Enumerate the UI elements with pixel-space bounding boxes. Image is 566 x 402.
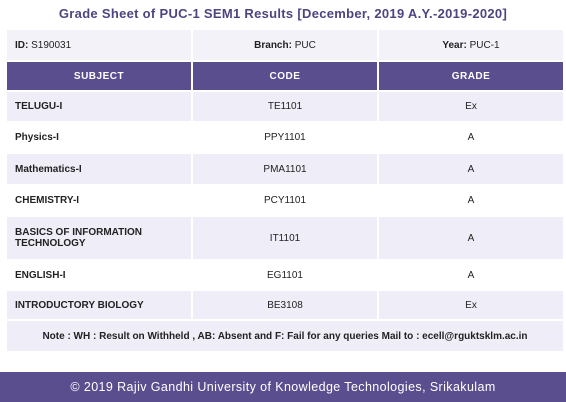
table-cell: CHEMISTRY-I [15, 195, 80, 206]
note-row: Note : WH : Result on Withheld , AB: Abs… [7, 321, 563, 351]
info-label: Year: [442, 39, 467, 51]
table-cell: TELUGU-I [7, 92, 191, 121]
table-row: ENGLISH-I EG1101 A [7, 261, 563, 289]
table-cell: BE3108 [193, 291, 377, 319]
info-label: Branch: [254, 39, 292, 51]
info-value: PUC [294, 39, 316, 51]
table-cell: IT1101 [193, 217, 377, 259]
column-header: SUBJECT [7, 62, 191, 90]
table-cell: EG1101 [267, 269, 303, 281]
table-row: INTRODUCTORY BIOLOGY BE3108 Ex [7, 291, 563, 319]
table-cell: Ex [379, 92, 563, 121]
table-row: Physics-I PPY1101 A [7, 123, 563, 152]
footer: © 2019 Rajiv Gandhi University of Knowle… [0, 372, 566, 402]
table-cell: BASICS OF INFORMATION TECHNOLOGY [7, 217, 191, 259]
note: Note : WH : Result on Withheld , AB: Abs… [7, 321, 563, 351]
table-cell: Mathematics-I [7, 154, 191, 184]
table-cell: Ex [379, 291, 563, 319]
table-cell: TE1101 [193, 92, 377, 121]
table-cell: PCY1101 [263, 195, 307, 206]
table-cell: A [379, 217, 563, 259]
info-label: ID: [15, 39, 29, 51]
info-cell: ID: S190031 [7, 30, 191, 60]
table-cell: ENGLISH-I [15, 269, 66, 281]
table-cell: A [379, 154, 563, 184]
info-row: ID: S190031 Branch: PUC Year: PUC-1 [7, 30, 563, 60]
header-row: SUBJECT CODE GRADE [7, 62, 563, 90]
table-cell: PPY1101 [264, 132, 306, 143]
info-cell: Year: PUC-1 [379, 30, 563, 60]
table-body: ID: S190031 Branch: PUC Year: PUC-1 SUBJ… [7, 30, 563, 351]
column-header: CODE [193, 62, 377, 90]
table-row: Mathematics-I PMA1101 A [7, 154, 563, 184]
table-cell: A [467, 132, 475, 143]
table-row: TELUGU-I TE1101 Ex [7, 92, 563, 121]
grade-table: ID: S190031 Branch: PUC Year: PUC-1 SUBJ… [5, 28, 565, 353]
table-cell: PMA1101 [193, 154, 377, 184]
title: Grade Sheet of PUC-1 SEM1 Results [Decem… [58, 6, 508, 21]
table-cell: Physics-I [15, 132, 59, 143]
table-row: BASICS OF INFORMATION TECHNOLOGY IT1101 A [7, 217, 563, 259]
info-value: S190031 [31, 39, 72, 51]
table-row: CHEMISTRY-I PCY1101 A [7, 186, 563, 215]
info-value: PUC-1 [469, 39, 500, 51]
table-cell: A [467, 269, 475, 281]
column-header: GRADE [379, 62, 563, 90]
info-cell: Branch: PUC [193, 30, 377, 60]
table-cell: A [467, 195, 475, 206]
table-cell: INTRODUCTORY BIOLOGY [7, 291, 191, 319]
